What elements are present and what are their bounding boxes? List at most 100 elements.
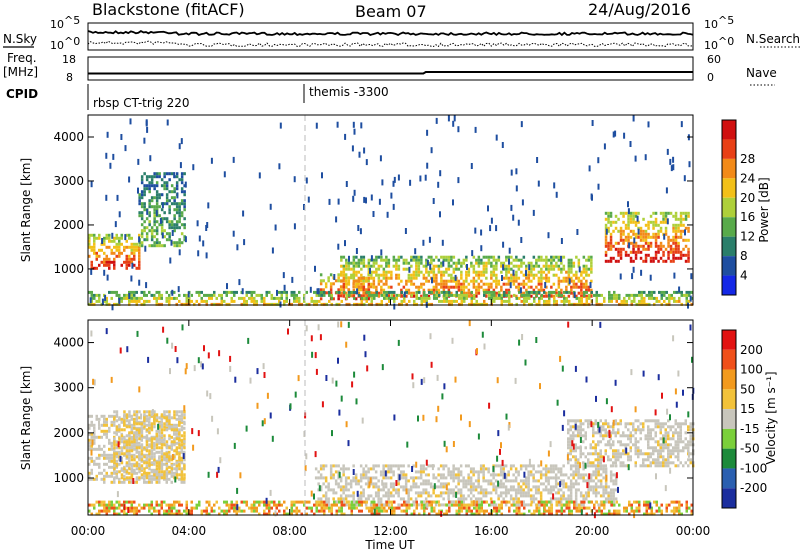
heatmap-cell: [422, 491, 425, 495]
heatmap-cell: [653, 290, 656, 294]
heatmap-cell: [113, 245, 116, 249]
heatmap-cell: [647, 226, 650, 230]
heatmap-cell: [175, 302, 178, 306]
heatmap-cell: [517, 497, 520, 501]
heatmap-cell: [400, 290, 403, 294]
heatmap-cell: [532, 273, 536, 277]
heatmap-cell: [135, 242, 138, 246]
heatmap-cell: [420, 258, 423, 262]
heatmap-cell: [544, 479, 548, 483]
heatmap-cell: [120, 473, 124, 477]
heatmap-cell: [530, 264, 533, 268]
heatmap-cell: [180, 428, 184, 432]
heatmap-cell: [664, 247, 668, 251]
heatmap-cell: [382, 288, 386, 292]
heatmap-cell: [687, 449, 690, 453]
heatmap-cell: [612, 464, 615, 468]
heatmap-cell: [488, 296, 491, 300]
scatter-point: [205, 252, 208, 259]
heatmap-cell: [620, 302, 623, 306]
heatmap-cell: [577, 446, 580, 450]
heatmap-cell: [595, 296, 598, 300]
scatter-point: [508, 258, 510, 265]
heatmap-cell: [642, 238, 645, 242]
heatmap-cell: [320, 293, 323, 297]
heatmap-cell: [347, 488, 350, 492]
scatter-point: [628, 242, 631, 249]
heatmap-cell: [520, 258, 523, 262]
heatmap-cell: [657, 244, 660, 248]
scatter-point: [187, 291, 190, 298]
heatmap-cell: [517, 285, 521, 289]
heatmap-cell: [462, 261, 466, 265]
heatmap-cell: [637, 250, 640, 254]
heatmap-cell: [612, 443, 615, 447]
heatmap-cell: [664, 443, 667, 447]
heatmap-cell: [387, 467, 390, 471]
heatmap-cell: [599, 419, 602, 423]
heatmap-cell: [200, 509, 203, 513]
heatmap-cell: [88, 438, 91, 442]
heatmap-cell: [465, 279, 468, 283]
heatmap-cell: [168, 232, 171, 236]
scatter-point: [370, 255, 373, 262]
heatmap-cell: [672, 250, 675, 254]
heatmap-cell: [575, 294, 578, 298]
heatmap-cell: [334, 279, 338, 283]
heatmap-cell: [679, 425, 682, 429]
scatter-point: [560, 255, 562, 262]
heatmap-cell: [419, 491, 423, 495]
heatmap-cell: [345, 264, 348, 268]
heatmap-cell: [479, 467, 483, 471]
heatmap-cell: [233, 299, 236, 303]
heatmap-cell: [158, 196, 161, 200]
heatmap-cell: [425, 258, 428, 262]
heatmap-cell: [362, 491, 365, 495]
heatmap-cell: [662, 461, 665, 465]
heatmap-cell: [334, 470, 338, 474]
scatter-point: [637, 228, 640, 235]
heatmap-cell: [150, 452, 154, 456]
heatmap-cell: [100, 477, 103, 481]
heatmap-cell: [397, 503, 400, 507]
heatmap-cell: [362, 264, 366, 268]
heatmap-cell: [419, 470, 423, 474]
heatmap-cell: [118, 477, 121, 481]
heatmap-cell: [95, 417, 98, 421]
heatmap-cell: [540, 296, 543, 300]
heatmap-cell: [504, 479, 508, 483]
heatmap-cell: [308, 302, 311, 306]
heatmap-cell: [447, 258, 451, 262]
heatmap-cell: [409, 476, 413, 480]
heatmap-cell: [165, 290, 168, 294]
heatmap-cell: [447, 288, 451, 292]
heatmap-cell: [548, 299, 551, 303]
heatmap-cell: [382, 273, 386, 277]
heatmap-cell: [105, 471, 108, 475]
heatmap-cell: [669, 425, 672, 429]
scatter-point: [454, 274, 457, 281]
heatmap-cell: [532, 500, 535, 504]
heatmap-cell: [357, 291, 361, 295]
heatmap-cell: [250, 293, 253, 297]
heatmap-cell: [495, 258, 498, 262]
heatmap-cell: [349, 479, 353, 483]
scatter-point: [159, 217, 162, 224]
scatter-point: [393, 176, 396, 183]
heatmap-cell: [625, 293, 628, 297]
heatmap-cell: [427, 270, 431, 274]
scatter-point: [236, 244, 239, 251]
heatmap-cell: [527, 482, 530, 486]
heatmap-cell: [225, 293, 228, 297]
heatmap-cell: [135, 302, 138, 306]
heatmap-cell: [120, 296, 123, 300]
heatmap-cell: [407, 491, 410, 495]
heatmap-cell: [652, 223, 655, 227]
heatmap-cell: [609, 488, 613, 492]
heatmap-cell: [664, 220, 668, 224]
scatter-point: [414, 248, 417, 255]
heatmap-cell: [512, 500, 515, 504]
heatmap-cell: [479, 464, 483, 468]
heatmap-cell: [105, 423, 108, 427]
heatmap-cell: [160, 473, 164, 477]
